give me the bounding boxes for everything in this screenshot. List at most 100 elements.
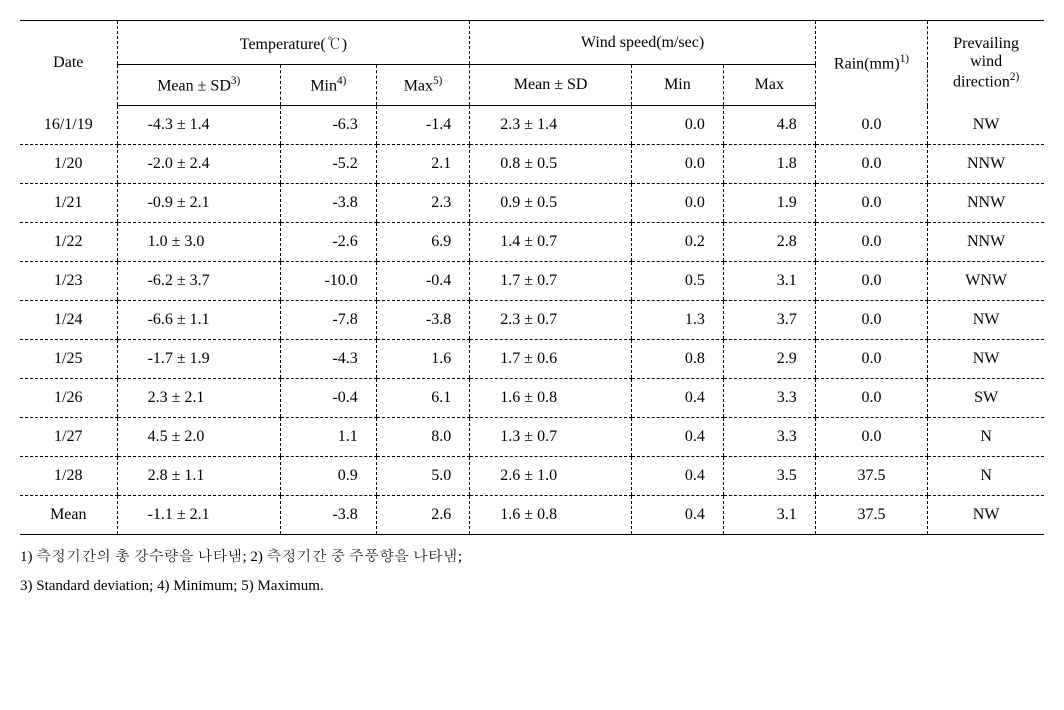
cell-wind-min: 0.0: [631, 106, 723, 145]
cell-rain: 0.0: [815, 340, 927, 379]
cell-temp-max: -1.4: [376, 106, 470, 145]
header-windspeed-group: Wind speed(m/sec): [470, 21, 815, 65]
cell-wind-min: 0.2: [631, 223, 723, 262]
cell-rain: 0.0: [815, 379, 927, 418]
table-row: 1/274.5 ± 2.01.18.01.3 ± 0.70.43.30.0N: [20, 418, 1044, 457]
cell-wind-max: 3.3: [723, 418, 815, 457]
header-temp-meansd: Mean ± SD3): [117, 65, 280, 106]
cell-date: 1/24: [20, 301, 117, 340]
cell-temp-meansd: -0.9 ± 2.1: [117, 184, 280, 223]
table-row: 16/1/19-4.3 ± 1.4-6.3-1.42.3 ± 1.40.04.8…: [20, 106, 1044, 145]
cell-wind-min: 0.0: [631, 145, 723, 184]
cell-rain: 0.0: [815, 262, 927, 301]
table-row: 1/20-2.0 ± 2.4-5.22.10.8 ± 0.50.01.80.0N…: [20, 145, 1044, 184]
cell-wind-direction: NNW: [928, 223, 1044, 262]
cell-wind-min: 0.0: [631, 184, 723, 223]
header-date: Date: [20, 21, 117, 106]
cell-date: 1/25: [20, 340, 117, 379]
cell-wind-meansd: 1.3 ± 0.7: [470, 418, 632, 457]
cell-rain: 0.0: [815, 106, 927, 145]
cell-wind-meansd: 2.6 ± 1.0: [470, 457, 632, 496]
table-row: Mean-1.1 ± 2.1-3.82.61.6 ± 0.80.43.137.5…: [20, 496, 1044, 535]
cell-wind-max: 2.9: [723, 340, 815, 379]
cell-temp-min: -4.3: [280, 340, 376, 379]
cell-temp-max: 2.1: [376, 145, 470, 184]
cell-temp-max: -0.4: [376, 262, 470, 301]
cell-wind-meansd: 1.6 ± 0.8: [470, 496, 632, 535]
cell-temp-meansd: -1.7 ± 1.9: [117, 340, 280, 379]
footnotes: 1) 측정기간의 총 강수량을 나타냄; 2) 측정기간 중 주풍향을 나타냄;…: [20, 543, 1044, 600]
cell-wind-max: 3.7: [723, 301, 815, 340]
footnote-line-2: 3) Standard deviation; 4) Minimum; 5) Ma…: [20, 572, 1044, 601]
cell-date: 1/21: [20, 184, 117, 223]
cell-rain: 0.0: [815, 301, 927, 340]
cell-temp-min: -10.0: [280, 262, 376, 301]
cell-wind-meansd: 0.8 ± 0.5: [470, 145, 632, 184]
cell-temp-min: -7.8: [280, 301, 376, 340]
cell-wind-meansd: 1.7 ± 0.6: [470, 340, 632, 379]
cell-wind-direction: NW: [928, 340, 1044, 379]
cell-temp-max: 6.1: [376, 379, 470, 418]
cell-temp-min: -5.2: [280, 145, 376, 184]
cell-temp-max: -3.8: [376, 301, 470, 340]
cell-temp-min: -2.6: [280, 223, 376, 262]
cell-temp-max: 6.9: [376, 223, 470, 262]
cell-wind-max: 1.8: [723, 145, 815, 184]
header-temperature-group: Temperature(℃): [117, 21, 470, 65]
cell-rain: 37.5: [815, 496, 927, 535]
table-row: 1/23-6.2 ± 3.7-10.0-0.41.7 ± 0.70.53.10.…: [20, 262, 1044, 301]
cell-date: 16/1/19: [20, 106, 117, 145]
cell-wind-meansd: 0.9 ± 0.5: [470, 184, 632, 223]
cell-date: 1/28: [20, 457, 117, 496]
table-row: 1/262.3 ± 2.1-0.46.11.6 ± 0.80.43.30.0SW: [20, 379, 1044, 418]
cell-wind-min: 0.4: [631, 418, 723, 457]
footnote-line-1: 1) 측정기간의 총 강수량을 나타냄; 2) 측정기간 중 주풍향을 나타냄;: [20, 543, 1044, 572]
cell-wind-max: 3.5: [723, 457, 815, 496]
header-wind-max: Max: [723, 65, 815, 106]
cell-wind-min: 0.5: [631, 262, 723, 301]
cell-date: 1/20: [20, 145, 117, 184]
cell-rain: 0.0: [815, 184, 927, 223]
cell-temp-min: 1.1: [280, 418, 376, 457]
cell-wind-meansd: 1.6 ± 0.8: [470, 379, 632, 418]
cell-temp-meansd: 4.5 ± 2.0: [117, 418, 280, 457]
cell-wind-direction: N: [928, 418, 1044, 457]
cell-wind-direction: NW: [928, 301, 1044, 340]
cell-wind-min: 0.4: [631, 379, 723, 418]
header-rain: Rain(mm)1): [815, 21, 927, 106]
cell-rain: 0.0: [815, 145, 927, 184]
cell-wind-direction: WNW: [928, 262, 1044, 301]
cell-wind-max: 4.8: [723, 106, 815, 145]
cell-date: 1/23: [20, 262, 117, 301]
cell-wind-direction: N: [928, 457, 1044, 496]
cell-rain: 0.0: [815, 223, 927, 262]
cell-wind-direction: SW: [928, 379, 1044, 418]
cell-rain: 37.5: [815, 457, 927, 496]
cell-wind-meansd: 1.4 ± 0.7: [470, 223, 632, 262]
cell-date: Mean: [20, 496, 117, 535]
header-temp-max: Max5): [376, 65, 470, 106]
cell-wind-max: 3.1: [723, 262, 815, 301]
cell-wind-meansd: 1.7 ± 0.7: [470, 262, 632, 301]
table-row: 1/282.8 ± 1.10.95.02.6 ± 1.00.43.537.5N: [20, 457, 1044, 496]
cell-date: 1/27: [20, 418, 117, 457]
cell-temp-max: 8.0: [376, 418, 470, 457]
cell-temp-min: -0.4: [280, 379, 376, 418]
table-row: 1/25-1.7 ± 1.9-4.31.61.7 ± 0.60.82.90.0N…: [20, 340, 1044, 379]
header-wind-meansd: Mean ± SD: [470, 65, 632, 106]
cell-temp-meansd: -1.1 ± 2.1: [117, 496, 280, 535]
cell-temp-meansd: 1.0 ± 3.0: [117, 223, 280, 262]
cell-temp-min: -6.3: [280, 106, 376, 145]
cell-rain: 0.0: [815, 418, 927, 457]
cell-wind-direction: NW: [928, 496, 1044, 535]
cell-date: 1/22: [20, 223, 117, 262]
cell-temp-meansd: -4.3 ± 1.4: [117, 106, 280, 145]
header-temp-min: Min4): [280, 65, 376, 106]
cell-date: 1/26: [20, 379, 117, 418]
table-row: 1/221.0 ± 3.0-2.66.91.4 ± 0.70.22.80.0NN…: [20, 223, 1044, 262]
cell-temp-max: 2.6: [376, 496, 470, 535]
cell-wind-meansd: 2.3 ± 0.7: [470, 301, 632, 340]
cell-wind-max: 3.1: [723, 496, 815, 535]
cell-temp-meansd: 2.8 ± 1.1: [117, 457, 280, 496]
cell-wind-min: 1.3: [631, 301, 723, 340]
